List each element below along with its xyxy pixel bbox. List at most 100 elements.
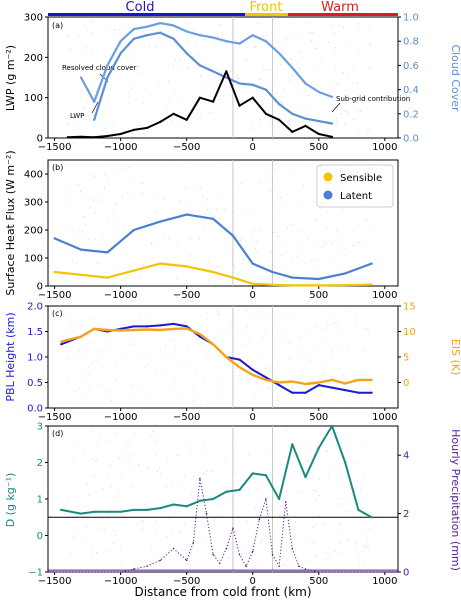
scatter-point <box>159 472 161 474</box>
scatter-point <box>283 335 285 337</box>
scatter-point <box>218 24 220 26</box>
x-tick-label: 500 <box>309 142 328 153</box>
scatter-point <box>246 309 248 311</box>
data-point <box>264 88 267 91</box>
scatter-point <box>135 86 137 88</box>
scatter-point <box>110 486 112 488</box>
scatter-point <box>68 21 70 23</box>
scatter-point <box>227 557 229 559</box>
scatter-point <box>368 333 370 335</box>
scatter-point <box>352 65 354 67</box>
scatter-point <box>190 493 192 495</box>
ensemble-scatter <box>67 20 371 134</box>
scatter-point <box>313 462 315 464</box>
scatter-point <box>356 313 358 315</box>
data-point <box>317 132 320 136</box>
regime-header: Cold Front Warm <box>48 0 398 16</box>
scatter-point <box>263 69 265 71</box>
series-line-1 <box>54 262 372 287</box>
data-point <box>159 120 162 123</box>
scatter-point <box>337 552 340 554</box>
scatter-point <box>288 357 290 359</box>
scatter-point <box>148 564 150 566</box>
scatter-point <box>90 50 92 52</box>
header-bar-warm <box>288 13 398 16</box>
scatter-point <box>160 166 162 168</box>
scatter-point <box>360 482 362 484</box>
scatter-point <box>363 473 365 475</box>
scatter-point <box>97 384 99 386</box>
scatter-point <box>192 55 194 58</box>
scatter-point <box>331 557 333 559</box>
scatter-point <box>369 167 371 169</box>
scatter-point <box>93 176 95 178</box>
scatter-point <box>230 321 233 323</box>
scatter-point <box>189 449 191 451</box>
scatter-point <box>104 78 106 80</box>
scatter-point <box>137 388 139 390</box>
scatter-point <box>326 226 328 229</box>
scatter-point <box>336 386 338 388</box>
data-point <box>291 66 294 69</box>
data-point <box>231 234 234 237</box>
scatter-point <box>290 224 292 226</box>
scatter-point <box>68 123 70 125</box>
scatter-point <box>110 400 113 402</box>
scatter-point <box>166 458 168 460</box>
scatter-point <box>316 487 318 489</box>
scatter-point <box>268 366 271 368</box>
scatter-point <box>345 110 347 112</box>
scatter-point <box>339 523 341 525</box>
scatter-point <box>163 358 165 361</box>
scatter-point <box>114 222 116 224</box>
scatter-point <box>202 195 204 198</box>
scatter-point <box>292 386 294 388</box>
scatter-point <box>324 132 326 134</box>
data-point <box>317 446 320 449</box>
scatter-point <box>80 190 82 192</box>
scatter-point <box>90 20 92 22</box>
scatter-point <box>332 51 334 53</box>
scatter-point <box>147 466 149 468</box>
data-point <box>146 34 149 37</box>
scatter-point <box>348 510 351 512</box>
scatter-point <box>294 533 297 535</box>
scatter-point <box>225 458 227 460</box>
scatter-point <box>67 358 69 360</box>
scatter-point <box>359 110 361 113</box>
y-tick-label: 200 <box>24 53 43 64</box>
scatter-point <box>160 124 162 126</box>
scatter-point <box>84 346 86 348</box>
scatter-point <box>336 123 338 125</box>
scatter-point <box>321 246 323 249</box>
scatter-point <box>133 343 135 345</box>
scatter-point <box>259 78 262 80</box>
scatter-point <box>301 243 303 245</box>
scatter-point <box>150 562 152 565</box>
scatter-point <box>87 29 89 31</box>
scatter-point <box>334 550 336 553</box>
scatter-point <box>315 47 317 49</box>
scatter-point <box>298 51 300 53</box>
data-point <box>185 265 188 268</box>
scatter-point <box>336 321 338 323</box>
scatter-point <box>85 46 87 48</box>
scatter-point <box>128 92 130 94</box>
scatter-point <box>68 203 70 206</box>
scatter-point <box>97 359 99 361</box>
scatter-point <box>214 555 216 557</box>
scatter-point <box>251 231 253 233</box>
scatter-point <box>81 378 83 380</box>
scatter-point <box>112 208 114 211</box>
scatter-point <box>155 371 157 373</box>
scatter-point <box>301 357 303 359</box>
panel-d-label: (d) <box>52 429 63 438</box>
scatter-point <box>188 561 190 563</box>
scatter-point <box>337 231 340 233</box>
scatter-point <box>119 546 121 548</box>
scatter-point <box>121 196 124 198</box>
scatter-point <box>210 545 212 547</box>
scatter-point <box>94 460 96 462</box>
scatter-point <box>156 529 158 531</box>
data-point <box>172 503 175 506</box>
